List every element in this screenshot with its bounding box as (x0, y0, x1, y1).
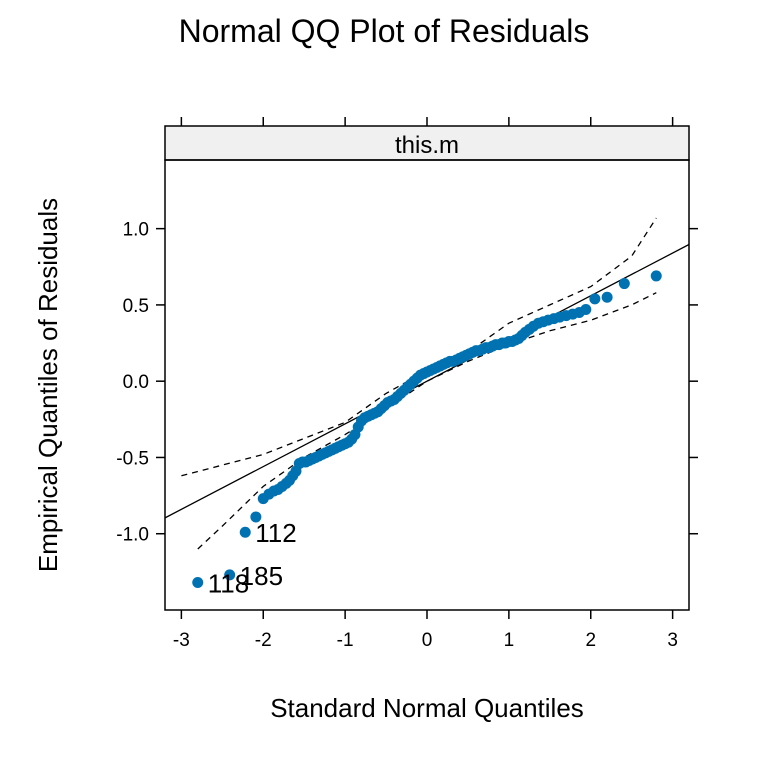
axis-ticks: -3 -2 -1 0 1 2 3 -1.0 -0.5 0.0 0.5 1.0 (116, 117, 698, 651)
envelope-lower (197, 292, 657, 550)
point-label: 118 (208, 569, 249, 599)
y-tick-label: 1.0 (123, 220, 149, 241)
x-tick-label: 1 (504, 630, 515, 651)
x-tick-label: -3 (173, 630, 190, 651)
y-axis-title: Empirical Quantiles of Residuals (33, 198, 63, 572)
y-tick-label: 0.5 (123, 296, 149, 317)
reference-line (165, 243, 689, 519)
plot-area (164, 159, 690, 611)
data-point (650, 270, 662, 282)
data-point (250, 511, 262, 523)
x-tick-label: -2 (255, 630, 272, 651)
x-tick-label: -1 (337, 630, 354, 651)
data-point (224, 569, 236, 581)
data-point (601, 291, 613, 303)
point-label: 185 (240, 561, 283, 591)
data-point (192, 577, 204, 589)
point-label: 112 (255, 518, 296, 548)
panel-strip-label: this.m (395, 132, 459, 159)
y-tick-label: 0.0 (123, 372, 149, 393)
data-point (618, 278, 630, 290)
x-tick-label: 2 (585, 630, 596, 651)
data-point (239, 526, 251, 538)
plot-layer (165, 217, 689, 589)
y-tick-label: -0.5 (116, 448, 149, 469)
y-tick-label: -1.0 (116, 525, 149, 546)
data-point (580, 303, 592, 315)
x-tick-label: 3 (667, 630, 678, 651)
data-point (589, 293, 601, 305)
x-tick-label: 0 (422, 630, 433, 651)
panel-strip: this.m (164, 125, 690, 161)
chart-title: Normal QQ Plot of Residuals (179, 13, 590, 49)
envelope-upper (181, 217, 657, 477)
x-axis-title: Standard Normal Quantiles (270, 693, 584, 723)
